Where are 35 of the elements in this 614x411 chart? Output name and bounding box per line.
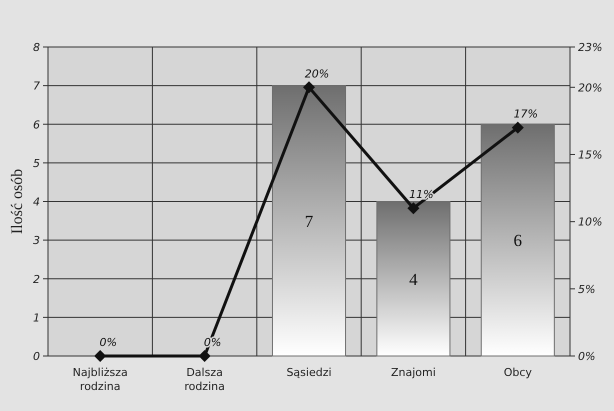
y-tick-label: 2 <box>33 272 40 286</box>
bar <box>480 124 555 356</box>
y-tick-label: 7 <box>33 80 40 93</box>
y2-tick-label: 0% <box>578 350 596 363</box>
x-tick-label: Najbliższa rodzina <box>72 366 128 393</box>
y-tick-label: 3 <box>33 234 40 248</box>
x-tick-label: Sąsiedzi <box>286 366 332 379</box>
y2-tick-label: 23% <box>578 41 602 54</box>
y2-tick-label: 20% <box>578 81 602 94</box>
x-tick-label: Dalsza rodzina <box>184 366 225 393</box>
x-tick-label: Znajomi <box>390 366 436 379</box>
bar <box>272 85 346 356</box>
y2-tick-label: 5% <box>578 282 596 296</box>
point <box>407 202 420 214</box>
y-axis-title: Ilość osób <box>9 168 26 234</box>
point <box>512 122 524 134</box>
y-tick-label: 1 <box>33 311 40 324</box>
y-tick-label: 0 <box>33 350 40 363</box>
point <box>94 350 106 362</box>
y-tick-label: 6 <box>33 118 40 132</box>
y-tick-label: 4 <box>33 196 40 208</box>
point <box>303 81 315 94</box>
point <box>198 350 211 362</box>
bar <box>376 201 450 356</box>
y-tick-label: 5 <box>33 156 40 170</box>
y2-tick-label: 15% <box>578 148 602 162</box>
data-label: 0% <box>99 336 117 349</box>
y-tick-label: 8 <box>33 41 40 54</box>
data-label: 20% <box>304 67 330 80</box>
data-label: 17% <box>514 108 538 121</box>
x-tick-label: Obcy <box>504 366 532 379</box>
data-label: 4 <box>409 270 418 289</box>
y2-tick-label: 10% <box>578 216 602 229</box>
data-label: 6 <box>514 231 522 250</box>
data-label: 7 <box>304 212 314 231</box>
